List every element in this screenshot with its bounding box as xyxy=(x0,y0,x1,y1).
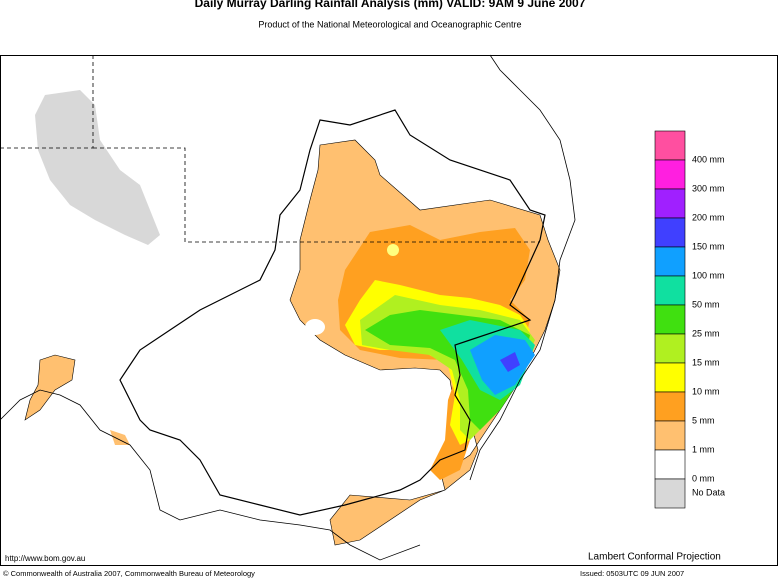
legend-label: 10 mm xyxy=(692,386,720,396)
legend-swatch xyxy=(654,130,686,161)
title: Daily Murray Darling Rainfall Analysis (… xyxy=(195,0,586,10)
legend-swatch xyxy=(654,188,686,219)
legend-swatch xyxy=(654,304,686,335)
legend-label: 0 mm xyxy=(692,473,715,483)
legend-swatch xyxy=(654,333,686,364)
legend-label: No Data xyxy=(692,487,725,497)
legend-label: 100 mm xyxy=(692,270,725,280)
legend-label: 25 mm xyxy=(692,328,720,338)
legend-swatch xyxy=(654,420,686,451)
legend: 400 mm 300 mm 200 mm 150 mm 100 mm 50 mm 25 mm… xyxy=(654,130,725,509)
legend-swatch xyxy=(654,391,686,422)
legend-label: 15 mm xyxy=(692,357,720,367)
legend-swatch xyxy=(654,478,686,509)
legend-swatch xyxy=(654,159,686,190)
legend-swatch xyxy=(654,246,686,277)
legend-swatch xyxy=(654,217,686,248)
projection: Lambert Conformal Projection xyxy=(588,552,721,563)
url: http://www.bom.gov.au xyxy=(5,554,85,563)
legend-label: 150 mm xyxy=(692,241,725,251)
map-layers xyxy=(0,54,576,561)
legend-label: 300 mm xyxy=(692,183,725,193)
legend-label: 50 mm xyxy=(692,299,720,309)
legend-swatch xyxy=(654,362,686,393)
legend-label: 1 mm xyxy=(692,444,715,454)
legend-swatch xyxy=(654,275,686,306)
copyright: © Commonwealth of Australia 2007, Common… xyxy=(3,569,255,578)
issued: Issued: 0503UTC 09 JUN 2007 xyxy=(580,569,684,578)
legend-swatch xyxy=(654,449,686,480)
subtitle: Product of the National Meteorological a… xyxy=(258,19,521,29)
legend-label: 400 mm xyxy=(692,154,725,164)
legend-label: 200 mm xyxy=(692,212,725,222)
legend-label: 5 mm xyxy=(692,415,715,425)
